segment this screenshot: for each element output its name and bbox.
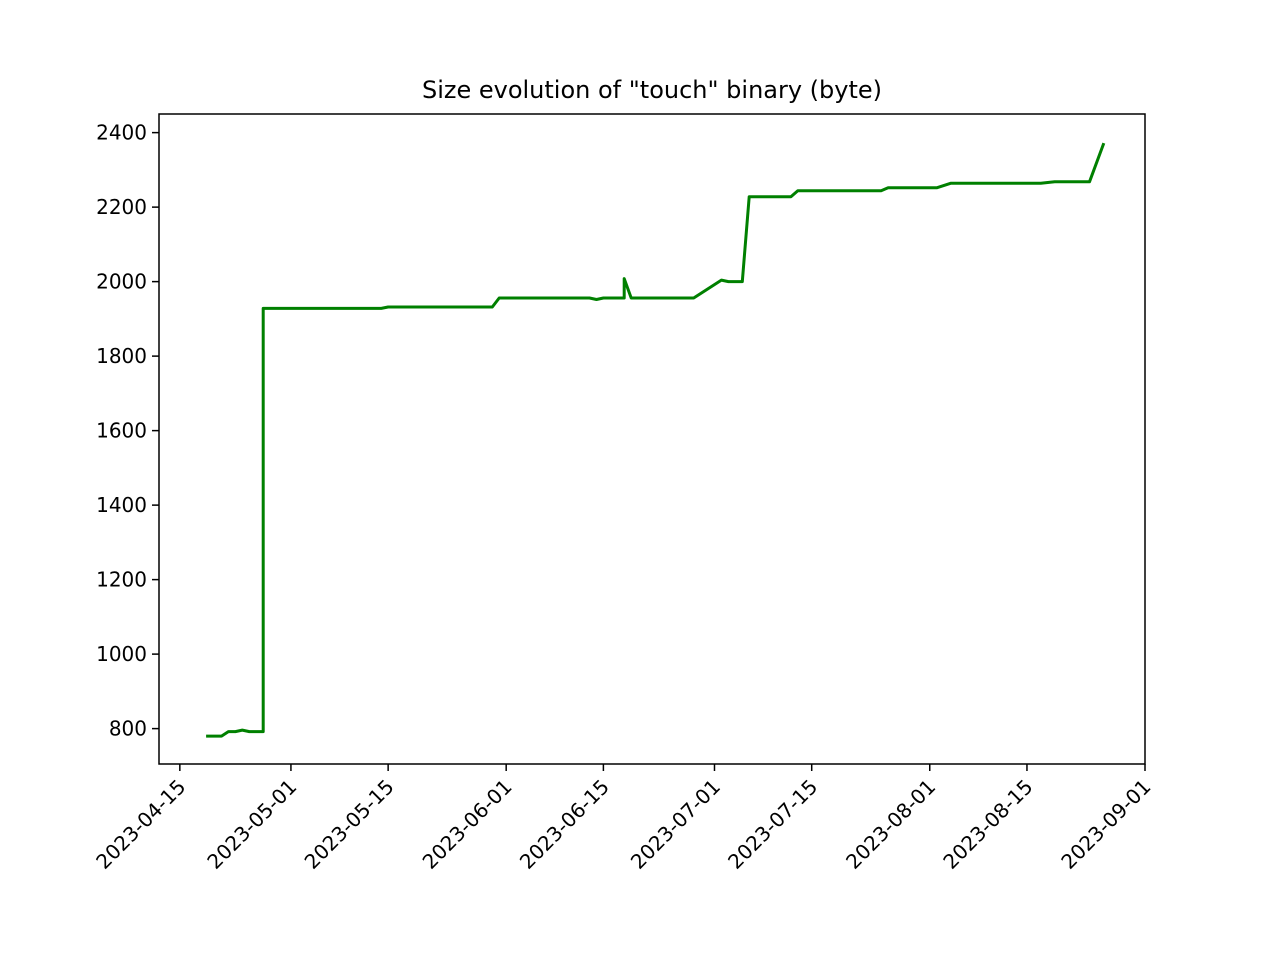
y-tick-label: 1000 [96, 642, 147, 666]
y-tick-label: 2400 [96, 121, 147, 145]
y-tick-label: 1800 [96, 344, 147, 368]
y-tick-label: 1200 [96, 568, 147, 592]
chart-title: Size evolution of "touch" binary (byte) [422, 76, 882, 104]
plot-frame [158, 113, 1146, 765]
y-tick-label: 800 [109, 717, 147, 741]
y-tick-label: 1400 [96, 493, 147, 517]
series-line [206, 142, 1106, 738]
y-tick-label: 2200 [96, 195, 147, 219]
y-axis-ticks: 800 1000 1200 1400 1600 1800 2000 2200 2400 [96, 121, 159, 741]
y-tick-label: 1600 [96, 419, 147, 443]
y-tick-label: 2000 [96, 270, 147, 294]
series-layer [206, 142, 1106, 738]
